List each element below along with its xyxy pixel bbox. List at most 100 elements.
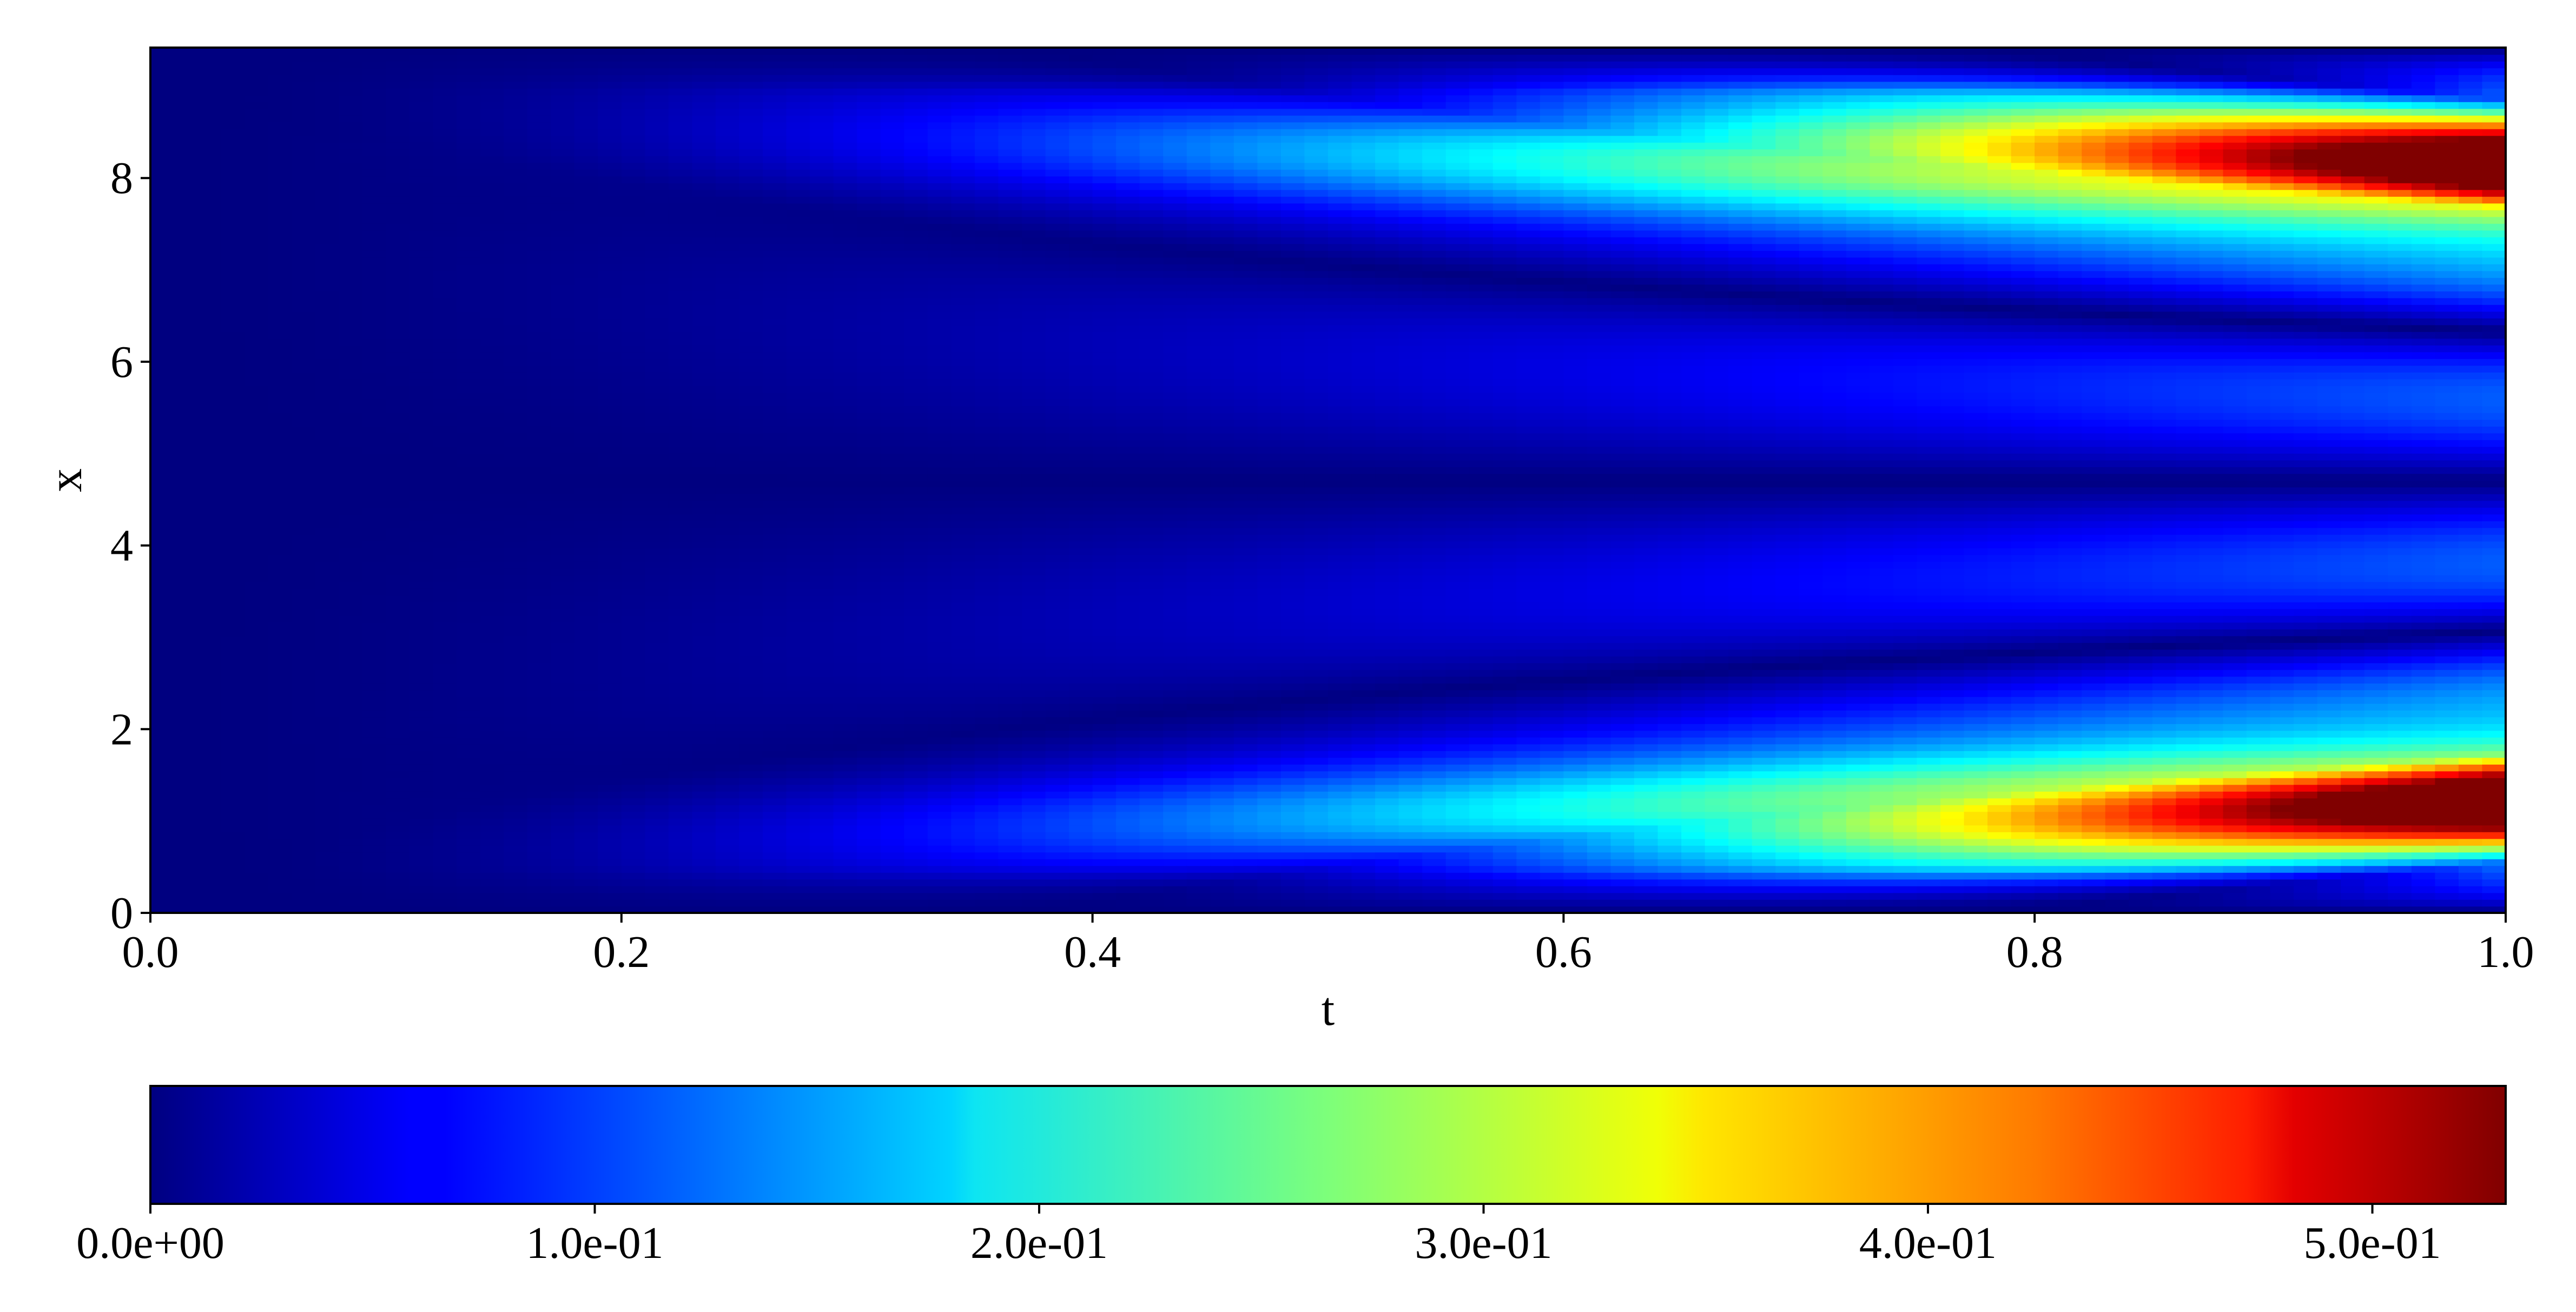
heatmap-cell xyxy=(527,88,551,96)
heatmap-cell xyxy=(1021,514,1046,521)
heatmap-cell xyxy=(880,115,905,123)
heatmap-cell xyxy=(904,724,928,731)
heatmap-cell xyxy=(763,467,787,474)
heatmap-cell xyxy=(245,757,269,765)
heatmap-cell xyxy=(386,805,410,812)
heatmap-cell xyxy=(1021,203,1046,210)
heatmap-cell xyxy=(692,48,716,55)
heatmap-cell xyxy=(197,108,222,116)
heatmap-cell xyxy=(833,744,857,751)
heatmap-cell xyxy=(386,602,410,609)
heatmap-cell xyxy=(810,662,834,670)
heatmap-cell xyxy=(480,629,504,637)
heatmap-cell xyxy=(574,345,599,353)
heatmap-cell xyxy=(245,311,269,319)
heatmap-cell xyxy=(480,264,504,271)
heatmap-cell xyxy=(339,156,363,163)
heatmap-cell xyxy=(386,717,410,724)
heatmap-cell xyxy=(974,48,999,55)
heatmap-cell xyxy=(504,581,528,589)
heatmap-cell xyxy=(245,54,269,62)
heatmap-cell xyxy=(857,433,881,440)
heatmap-cell xyxy=(409,730,434,738)
heatmap-cell xyxy=(574,480,599,488)
heatmap-cell xyxy=(551,223,575,231)
heatmap-cell xyxy=(457,291,481,299)
heatmap-cell xyxy=(1045,54,1069,62)
heatmap-cell xyxy=(880,771,905,778)
heatmap-cell xyxy=(362,419,387,427)
heatmap-cell xyxy=(763,886,787,893)
heatmap-cell xyxy=(457,81,481,89)
heatmap-cell xyxy=(457,670,481,677)
heatmap-cell xyxy=(150,757,175,765)
heatmap-cell xyxy=(598,879,622,886)
heatmap-cell xyxy=(645,541,669,548)
heatmap-cell xyxy=(409,534,434,542)
heatmap-cell xyxy=(810,676,834,684)
heatmap-cell xyxy=(715,230,740,237)
heatmap-cell xyxy=(315,440,340,447)
heatmap-cell xyxy=(645,216,669,224)
heatmap-cell xyxy=(174,588,198,596)
heatmap-cell xyxy=(668,372,693,380)
heatmap-cell xyxy=(810,730,834,738)
heatmap-cell xyxy=(833,865,857,873)
heatmap-cell xyxy=(574,615,599,623)
heatmap-cell xyxy=(951,473,975,481)
heatmap-cell xyxy=(927,135,952,143)
heatmap-cell xyxy=(1045,183,1069,190)
heatmap-cell xyxy=(598,778,622,785)
heatmap-cell xyxy=(998,886,1022,893)
heatmap-cell xyxy=(974,250,999,258)
heatmap-cell xyxy=(574,838,599,846)
heatmap-cell xyxy=(668,568,693,575)
heatmap-cell xyxy=(998,575,1022,582)
heatmap-cell xyxy=(1045,656,1069,664)
heatmap-cell xyxy=(927,324,952,332)
heatmap-cell xyxy=(833,872,857,880)
heatmap-cell xyxy=(339,413,363,420)
heatmap-cell xyxy=(504,379,528,386)
heatmap-cell xyxy=(221,338,245,346)
heatmap-cell xyxy=(645,453,669,461)
heatmap-cell xyxy=(857,778,881,785)
heatmap-cell xyxy=(150,737,175,745)
heatmap-cell xyxy=(621,622,646,630)
heatmap-cell xyxy=(974,149,999,156)
heatmap-cell xyxy=(527,561,551,569)
heatmap-cell xyxy=(504,507,528,515)
heatmap-cell xyxy=(810,879,834,886)
heatmap-cell xyxy=(1045,649,1069,657)
heatmap-cell xyxy=(527,460,551,467)
heatmap-cell xyxy=(810,872,834,880)
heatmap-cell xyxy=(904,622,928,630)
heatmap-cell xyxy=(174,54,198,62)
heatmap-cell xyxy=(527,426,551,434)
heatmap-cell xyxy=(951,237,975,244)
heatmap-cell xyxy=(786,264,810,271)
heatmap-cell xyxy=(1045,798,1069,805)
heatmap-cell xyxy=(715,778,740,785)
heatmap-cell xyxy=(457,426,481,434)
heatmap-cell xyxy=(668,879,693,886)
heatmap-cell xyxy=(1021,615,1046,623)
heatmap-cell xyxy=(245,811,269,819)
heatmap-cell xyxy=(551,811,575,819)
heatmap-cell xyxy=(433,710,457,718)
heatmap-cell xyxy=(386,588,410,596)
heatmap-cell xyxy=(645,304,669,312)
heatmap-cell xyxy=(645,433,669,440)
heatmap-cell xyxy=(998,176,1022,183)
heatmap-cell xyxy=(645,602,669,609)
heatmap-cell xyxy=(409,189,434,197)
heatmap-cell xyxy=(715,676,740,684)
heatmap-cell xyxy=(362,345,387,353)
heatmap-cell xyxy=(880,683,905,691)
heatmap-cell xyxy=(1021,419,1046,427)
heatmap-cell xyxy=(668,264,693,271)
heatmap-cell xyxy=(504,169,528,177)
heatmap-cell xyxy=(574,264,599,271)
heatmap-cell xyxy=(715,115,740,123)
heatmap-cell xyxy=(763,764,787,772)
